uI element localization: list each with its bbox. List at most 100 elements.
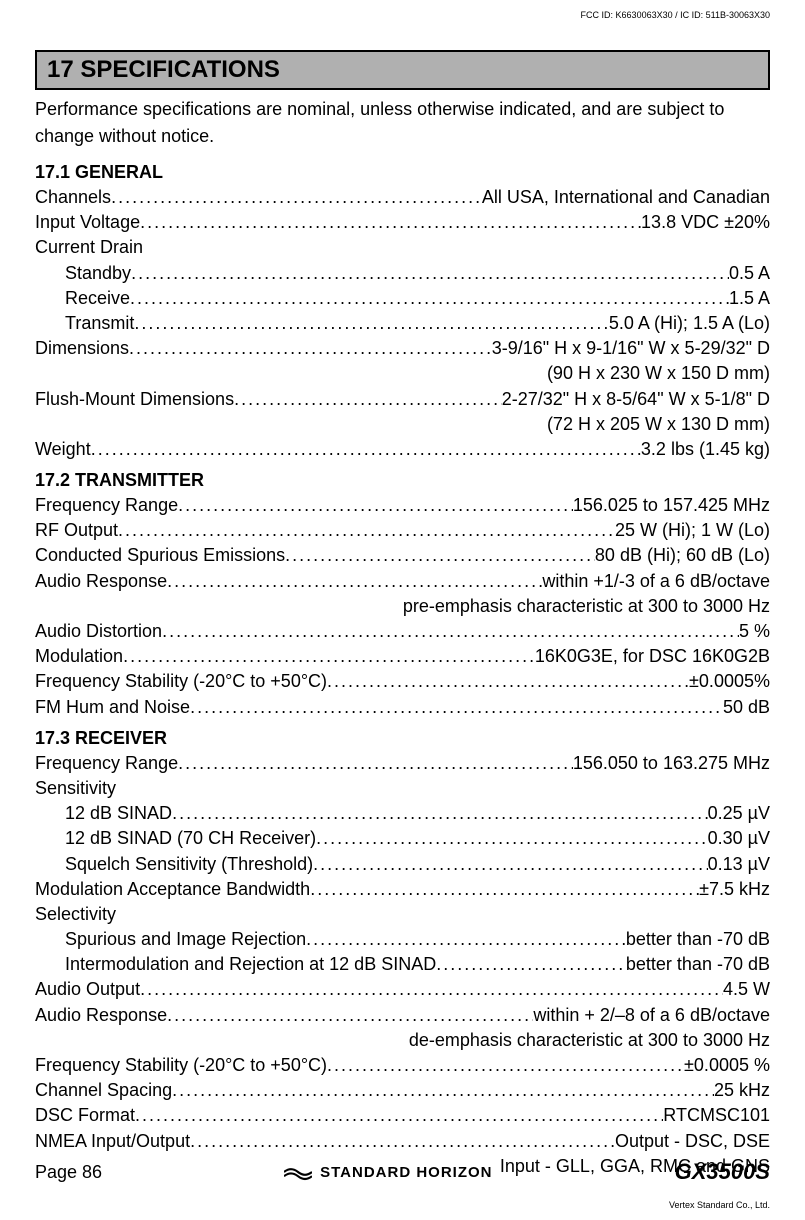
- spec-leader-dots: ........................................…: [310, 877, 699, 902]
- brand-text: STANDARD HORIZON: [320, 1164, 492, 1181]
- intro-text: Performance specifications are nominal, …: [35, 96, 770, 150]
- spec-row: Standby ................................…: [35, 261, 770, 286]
- spec-continuation: de-emphasis characteristic at 300 to 300…: [35, 1028, 770, 1053]
- page-number: Page 86: [35, 1162, 102, 1183]
- spec-label: Channels: [35, 185, 111, 210]
- spec-leader-dots: ........................................…: [190, 695, 723, 720]
- spec-leader-dots: ........................................…: [111, 185, 482, 210]
- spec-row: Squelch Sensitivity (Threshold) ........…: [35, 852, 770, 877]
- spec-value: 3-9/16" H x 9-1/16" W x 5-29/32" D: [492, 336, 770, 361]
- spec-label: 12 dB SINAD: [65, 801, 172, 826]
- spec-leader-dots: ........................................…: [118, 518, 615, 543]
- spec-leader-dots: ........................................…: [131, 261, 729, 286]
- spec-leader-dots: ........................................…: [123, 644, 535, 669]
- spec-value: 1.5 A: [729, 286, 770, 311]
- spec-row: Audio Response .........................…: [35, 569, 770, 594]
- spec-leader-dots: ........................................…: [129, 336, 492, 361]
- spec-leader-dots: ........................................…: [306, 927, 626, 952]
- spec-leader-dots: ........................................…: [134, 311, 609, 336]
- spec-leader-dots: ........................................…: [285, 543, 595, 568]
- spec-value: 16K0G3E, for DSC 16K0G2B: [535, 644, 770, 669]
- spec-leader-dots: ........................................…: [327, 1053, 684, 1078]
- spec-label: Frequency Stability (-20°C to +50°C): [35, 1053, 327, 1078]
- spec-value: 2-27/32" H x 8-5/64" W x 5-1/8" D: [502, 387, 770, 412]
- spec-leader-dots: ........................................…: [135, 1103, 663, 1128]
- spec-label: Frequency Stability (-20°C to +50°C): [35, 669, 327, 694]
- page-content: 17 SPECIFICATIONS Performance specificat…: [35, 0, 770, 1179]
- spec-leader-dots: ........................................…: [436, 952, 626, 977]
- spec-leader-dots: ........................................…: [130, 286, 729, 311]
- spec-row: Flush-Mount Dimensions .................…: [35, 387, 770, 412]
- spec-leader-dots: ........................................…: [172, 1078, 714, 1103]
- spec-value: within +1/-3 of a 6 dB/octave: [542, 569, 770, 594]
- receiver-specs: Frequency Range ........................…: [35, 751, 770, 1179]
- spec-row: Intermodulation and Rejection at 12 dB S…: [35, 952, 770, 977]
- spec-leader-dots: ........................................…: [327, 669, 689, 694]
- spec-leader-dots: ........................................…: [140, 210, 641, 235]
- spec-value: 80 dB (Hi); 60 dB (Lo): [595, 543, 770, 568]
- spec-row: Current Drain: [35, 235, 770, 260]
- spec-row: Conducted Spurious Emissions ...........…: [35, 543, 770, 568]
- brand-logo: STANDARD HORIZON: [284, 1162, 492, 1182]
- spec-row: Spurious and Image Rejection ...........…: [35, 927, 770, 952]
- spec-value: Output - DSC, DSE: [615, 1129, 770, 1154]
- spec-row: Modulation Acceptance Bandwidth ........…: [35, 877, 770, 902]
- spec-label: Squelch Sensitivity (Threshold): [65, 852, 313, 877]
- spec-row: RF Output ..............................…: [35, 518, 770, 543]
- spec-row: Input Voltage ..........................…: [35, 210, 770, 235]
- spec-label: FM Hum and Noise: [35, 695, 190, 720]
- spec-row: 12 dB SINAD (70 CH Receiver) ...........…: [35, 826, 770, 851]
- spec-row: Modulation .............................…: [35, 644, 770, 669]
- spec-label: Audio Response: [35, 1003, 167, 1028]
- general-specs: Channels ...............................…: [35, 185, 770, 462]
- spec-label: Current Drain: [35, 235, 143, 260]
- spec-value: 25 W (Hi); 1 W (Lo): [615, 518, 770, 543]
- spec-row: Selectivity: [35, 902, 770, 927]
- spec-label: NMEA Input/Output: [35, 1129, 190, 1154]
- spec-value: better than -70 dB: [626, 927, 770, 952]
- receiver-heading: 17.3 RECEIVER: [35, 728, 770, 749]
- spec-row: Channel Spacing ........................…: [35, 1078, 770, 1103]
- spec-value: 4.5 W: [723, 977, 770, 1002]
- company-text: Vertex Standard Co., Ltd.: [669, 1200, 770, 1210]
- spec-label: Modulation: [35, 644, 123, 669]
- spec-leader-dots: ........................................…: [313, 852, 707, 877]
- spec-label: Spurious and Image Rejection: [65, 927, 306, 952]
- spec-label: Receive: [65, 286, 130, 311]
- spec-label: Standby: [65, 261, 131, 286]
- spec-row: 12 dB SINAD ............................…: [35, 801, 770, 826]
- spec-continuation: (90 H x 230 W x 150 D mm): [35, 361, 770, 386]
- spec-row: NMEA Input/Output ......................…: [35, 1129, 770, 1154]
- spec-value: 5 %: [739, 619, 770, 644]
- transmitter-specs: Frequency Range ........................…: [35, 493, 770, 720]
- transmitter-heading: 17.2 TRANSMITTER: [35, 470, 770, 491]
- spec-leader-dots: ........................................…: [190, 1129, 615, 1154]
- spec-row: Frequency Range ........................…: [35, 751, 770, 776]
- section-title: 17 SPECIFICATIONS: [35, 50, 770, 90]
- spec-label: Dimensions: [35, 336, 129, 361]
- spec-leader-dots: ........................................…: [234, 387, 502, 412]
- spec-row: Dimensions .............................…: [35, 336, 770, 361]
- transmitter-section: 17.2 TRANSMITTER Frequency Range .......…: [35, 470, 770, 720]
- spec-value: ±0.0005%: [689, 669, 770, 694]
- spec-leader-dots: ........................................…: [167, 569, 542, 594]
- spec-value: ±0.0005 %: [684, 1053, 770, 1078]
- spec-leader-dots: ........................................…: [178, 751, 573, 776]
- spec-leader-dots: ........................................…: [162, 619, 739, 644]
- spec-label: Flush-Mount Dimensions: [35, 387, 234, 412]
- spec-row: DSC Format .............................…: [35, 1103, 770, 1128]
- general-section: 17.1 GENERAL Channels ..................…: [35, 162, 770, 462]
- spec-leader-dots: ........................................…: [167, 1003, 533, 1028]
- spec-label: 12 dB SINAD (70 CH Receiver): [65, 826, 316, 851]
- spec-value: 156.050 to 163.275 MHz: [573, 751, 770, 776]
- spec-row: Channels ...............................…: [35, 185, 770, 210]
- spec-row: Frequency Stability (-20°C to +50°C) ...…: [35, 1053, 770, 1078]
- spec-leader-dots: ........................................…: [178, 493, 573, 518]
- spec-label: Frequency Range: [35, 751, 178, 776]
- spec-label: DSC Format: [35, 1103, 135, 1128]
- fcc-id-text: FCC ID: K6630063X30 / IC ID: 511B-30063X…: [581, 10, 770, 20]
- spec-label: Selectivity: [35, 902, 116, 927]
- spec-row: Frequency Stability (-20°C to +50°C) ...…: [35, 669, 770, 694]
- spec-value: RTCMSC101: [663, 1103, 770, 1128]
- spec-value: 5.0 A (Hi); 1.5 A (Lo): [609, 311, 770, 336]
